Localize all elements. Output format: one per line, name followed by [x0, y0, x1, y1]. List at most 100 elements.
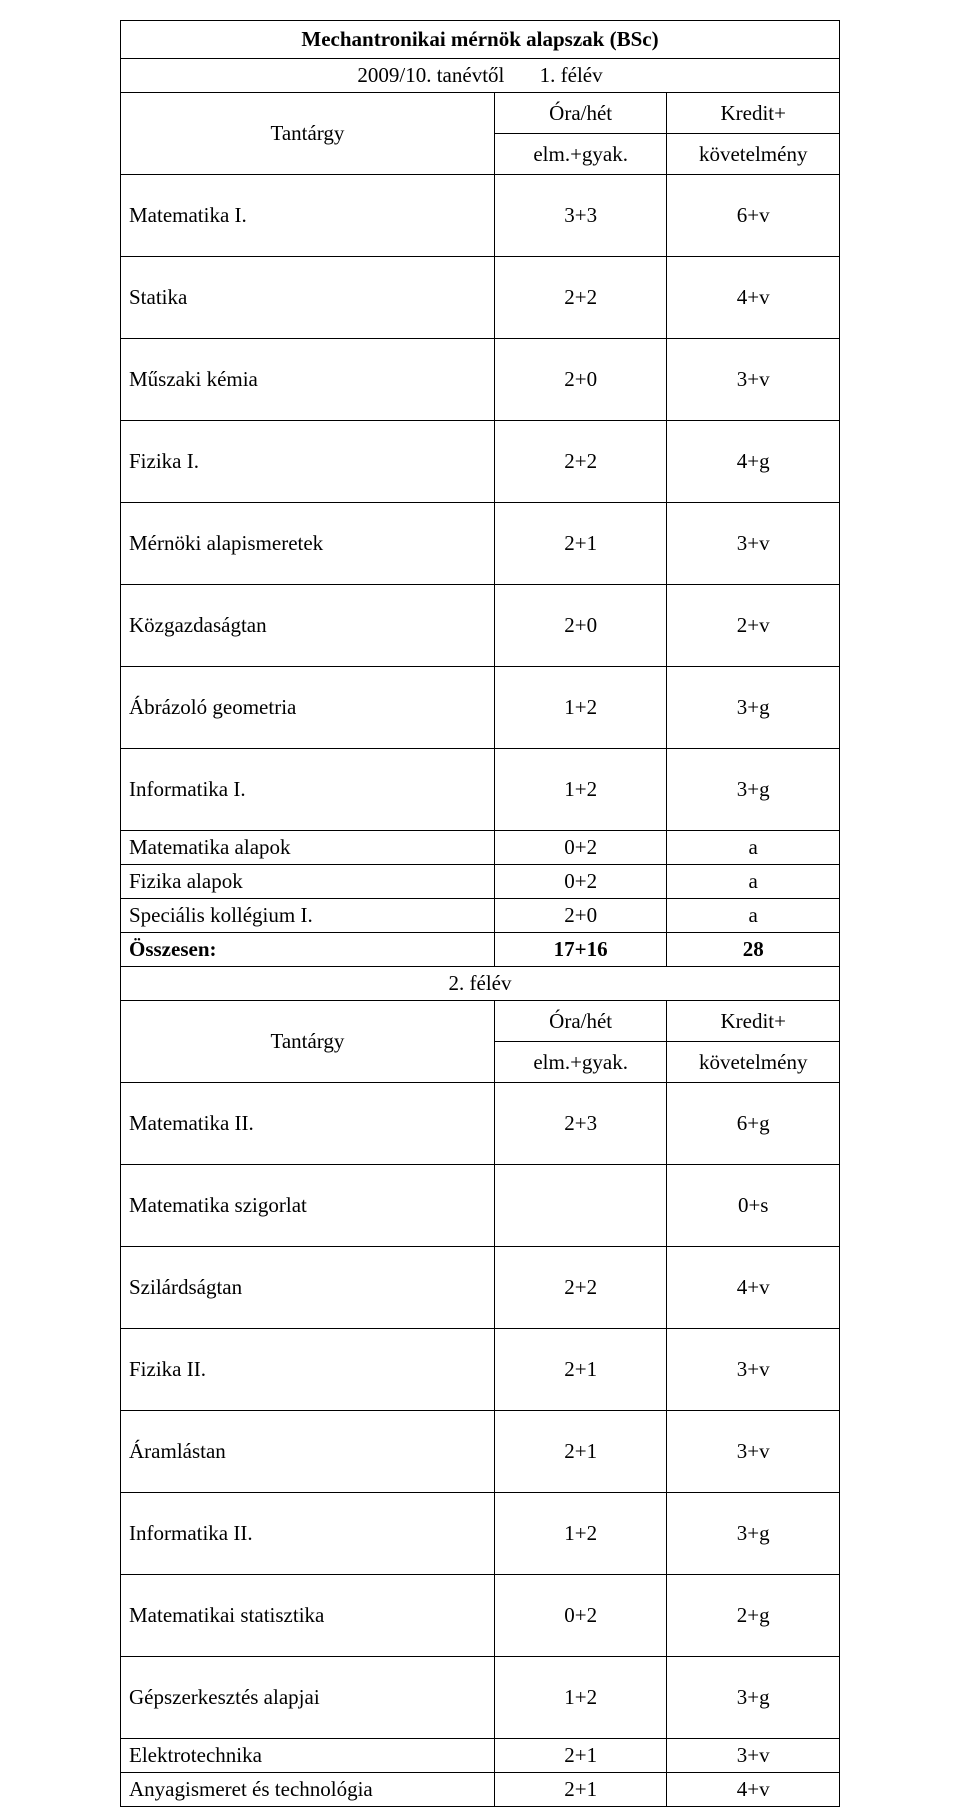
- semester1-text: 1. félév: [540, 63, 603, 87]
- ora-value: 0+2: [494, 831, 667, 865]
- table-row: Mérnöki alapismeretek 2+1 3+v: [121, 503, 840, 585]
- ora-value: 2+1: [494, 1739, 667, 1773]
- kredit-value: 0+s: [667, 1165, 840, 1247]
- subject-name: Fizika I.: [121, 421, 495, 503]
- kredit-value: 3+v: [667, 1411, 840, 1493]
- kredit-value: 4+v: [667, 1773, 840, 1807]
- header-kredit: Kredit+: [667, 93, 840, 134]
- curriculum-table: Mechantronikai mérnök alapszak (BSc) 200…: [120, 20, 840, 1807]
- header-elm: elm.+gyak.: [494, 1042, 667, 1083]
- ora-value: 2+1: [494, 1773, 667, 1807]
- table-row: Matematika alapok 0+2 a: [121, 831, 840, 865]
- ora-value: 2+0: [494, 339, 667, 421]
- kredit-value: a: [667, 865, 840, 899]
- kredit-value: a: [667, 899, 840, 933]
- ora-value: 2+0: [494, 899, 667, 933]
- table-row: Fizika II. 2+1 3+v: [121, 1329, 840, 1411]
- subject-name: Matematika I.: [121, 175, 495, 257]
- ora-value: 0+2: [494, 865, 667, 899]
- table-row: Szilárdságtan 2+2 4+v: [121, 1247, 840, 1329]
- header-kov: követelmény: [667, 134, 840, 175]
- header-row-1b: Tantárgy Óra/hét Kredit+: [121, 1001, 840, 1042]
- kredit-value: 3+g: [667, 749, 840, 831]
- kredit-value: 3+g: [667, 667, 840, 749]
- ora-value: 2+2: [494, 1247, 667, 1329]
- subject-name: Statika: [121, 257, 495, 339]
- subject-name: Matematika alapok: [121, 831, 495, 865]
- ora-value: 3+3: [494, 175, 667, 257]
- kredit-value: 3+g: [667, 1657, 840, 1739]
- table-row: Fizika alapok 0+2 a: [121, 865, 840, 899]
- total-label: Összesen:: [121, 933, 495, 967]
- total-row: Összesen: 17+16 28: [121, 933, 840, 967]
- table-row: Anyagismeret és technológia 2+1 4+v: [121, 1773, 840, 1807]
- header-kredit: Kredit+: [667, 1001, 840, 1042]
- title-row: Mechantronikai mérnök alapszak (BSc): [121, 21, 840, 59]
- ora-value: 2+2: [494, 421, 667, 503]
- table-row: Statika 2+2 4+v: [121, 257, 840, 339]
- subject-name: Speciális kollégium I.: [121, 899, 495, 933]
- subject-name: Mérnöki alapismeretek: [121, 503, 495, 585]
- table-row: Matematikai statisztika 0+2 2+g: [121, 1575, 840, 1657]
- table-row: Informatika II. 1+2 3+g: [121, 1493, 840, 1575]
- academic-year: 2009/10. tanévtől: [357, 63, 504, 88]
- header-ora: Óra/hét: [494, 93, 667, 134]
- ora-value: 1+2: [494, 667, 667, 749]
- kredit-value: 2+v: [667, 585, 840, 667]
- kredit-value: 6+v: [667, 175, 840, 257]
- ora-value: 2+1: [494, 503, 667, 585]
- kredit-value: 4+v: [667, 257, 840, 339]
- kredit-value: 4+v: [667, 1247, 840, 1329]
- kredit-value: 2+g: [667, 1575, 840, 1657]
- ora-value: 2+0: [494, 585, 667, 667]
- subject-name: Elektrotechnika: [121, 1739, 495, 1773]
- ora-value: 2+1: [494, 1411, 667, 1493]
- semester2-row: 2. félév: [121, 967, 840, 1001]
- table-row: Közgazdaságtan 2+0 2+v: [121, 585, 840, 667]
- subject-name: Matematika II.: [121, 1083, 495, 1165]
- ora-value: 1+2: [494, 1493, 667, 1575]
- header-kov: követelmény: [667, 1042, 840, 1083]
- kredit-value: 6+g: [667, 1083, 840, 1165]
- header-subject: Tantárgy: [121, 93, 495, 175]
- header-ora: Óra/hét: [494, 1001, 667, 1042]
- subject-name: Fizika alapok: [121, 865, 495, 899]
- subject-name: Műszaki kémia: [121, 339, 495, 421]
- table-row: Ábrázoló geometria 1+2 3+g: [121, 667, 840, 749]
- ora-value: 2+3: [494, 1083, 667, 1165]
- subject-name: Matematikai statisztika: [121, 1575, 495, 1657]
- semester1-row: 2009/10. tanévtől 1. félév: [121, 59, 840, 93]
- kredit-value: 3+v: [667, 1739, 840, 1773]
- table-row: Matematika I. 3+3 6+v: [121, 175, 840, 257]
- header-elm: elm.+gyak.: [494, 134, 667, 175]
- kredit-value: 3+g: [667, 1493, 840, 1575]
- semester2-label: 2. félév: [121, 967, 840, 1001]
- ora-value: 0+2: [494, 1575, 667, 1657]
- table-row: Elektrotechnika 2+1 3+v: [121, 1739, 840, 1773]
- table-row: Áramlástan 2+1 3+v: [121, 1411, 840, 1493]
- kredit-value: 3+v: [667, 503, 840, 585]
- table-row: Gépszerkesztés alapjai 1+2 3+g: [121, 1657, 840, 1739]
- subject-name: Ábrázoló geometria: [121, 667, 495, 749]
- table-row: Speciális kollégium I. 2+0 a: [121, 899, 840, 933]
- table-row: Matematika II. 2+3 6+g: [121, 1083, 840, 1165]
- header-subject: Tantárgy: [121, 1001, 495, 1083]
- page-title: Mechantronikai mérnök alapszak (BSc): [121, 21, 840, 59]
- semester1-label: 2009/10. tanévtől 1. félév: [121, 59, 840, 93]
- kredit-value: a: [667, 831, 840, 865]
- table-row: Fizika I. 2+2 4+g: [121, 421, 840, 503]
- ora-value: 2+1: [494, 1329, 667, 1411]
- kredit-value: 4+g: [667, 421, 840, 503]
- ora-value: 1+2: [494, 1657, 667, 1739]
- total-kredit: 28: [667, 933, 840, 967]
- subject-name: Informatika I.: [121, 749, 495, 831]
- subject-name: Fizika II.: [121, 1329, 495, 1411]
- subject-name: Matematika szigorlat: [121, 1165, 495, 1247]
- subject-name: Informatika II.: [121, 1493, 495, 1575]
- table-row: Műszaki kémia 2+0 3+v: [121, 339, 840, 421]
- subject-name: Közgazdaságtan: [121, 585, 495, 667]
- ora-value: [494, 1165, 667, 1247]
- ora-value: 2+2: [494, 257, 667, 339]
- kredit-value: 3+v: [667, 1329, 840, 1411]
- total-ora: 17+16: [494, 933, 667, 967]
